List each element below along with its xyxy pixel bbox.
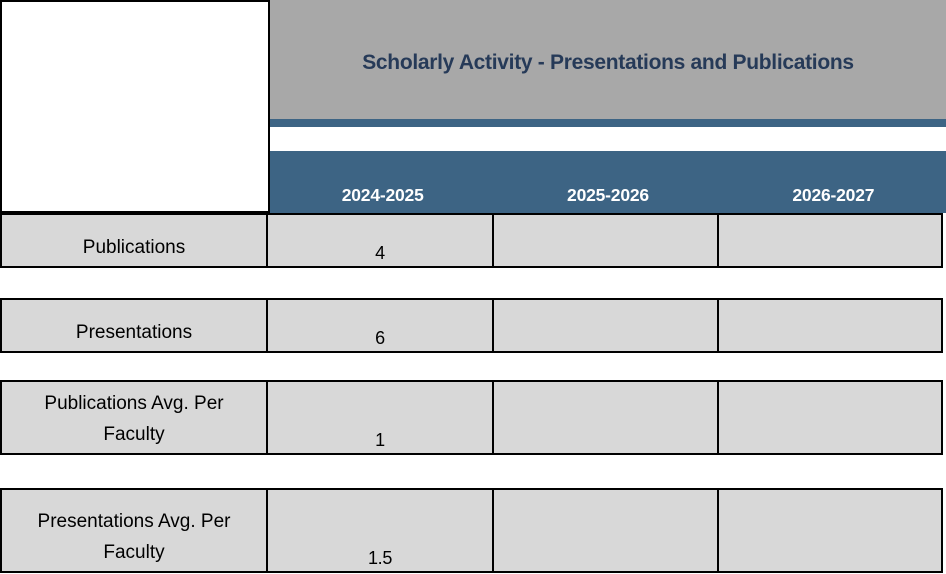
- table-title-band: Scholarly Activity - Presentations and P…: [270, 0, 946, 119]
- title-accent-stripe: [270, 119, 946, 127]
- cell-presentations-avg-2026-2027: [719, 490, 941, 571]
- year-header-2026-2027: 2026-2027: [792, 185, 875, 205]
- cell-presentations-2024-2025: 6: [268, 300, 494, 351]
- cell-presentations-2025-2026: [494, 300, 719, 351]
- row-label-presentations-avg-per-faculty: Presentations Avg. Per Faculty: [2, 490, 268, 571]
- cell-presentations-avg-2024-2025: 1.5: [268, 490, 494, 571]
- table-row-presentations: Presentations 6: [0, 298, 943, 353]
- cell-publications-avg-2026-2027: [719, 382, 941, 453]
- cell-presentations-2026-2027: [719, 300, 941, 351]
- cell-presentations-avg-2025-2026: [494, 490, 719, 571]
- cell-publications-avg-2024-2025: 1: [268, 382, 494, 453]
- table-row-publications-avg-per-faculty: Publications Avg. Per Faculty 1: [0, 380, 943, 455]
- row-label-publications-avg-per-faculty: Publications Avg. Per Faculty: [2, 382, 268, 453]
- empty-corner-cell: [0, 0, 270, 213]
- cell-publications-2024-2025: 4: [268, 215, 494, 266]
- table-row-presentations-avg-per-faculty: Presentations Avg. Per Faculty 1.5: [0, 488, 943, 573]
- year-header-row: 2024-2025 2025-2026 2026-2027: [270, 151, 946, 213]
- year-header-2024-2025: 2024-2025: [341, 185, 424, 205]
- cell-publications-avg-2025-2026: [494, 382, 719, 453]
- table-row-publications: Publications 4: [0, 213, 943, 268]
- year-header-2025-2026: 2025-2026: [567, 185, 649, 205]
- cell-publications-2026-2027: [719, 215, 941, 266]
- row-label-publications: Publications: [2, 215, 268, 266]
- cell-publications-2025-2026: [494, 215, 719, 266]
- row-label-presentations: Presentations: [2, 300, 268, 351]
- table-title: Scholarly Activity - Presentations and P…: [362, 50, 854, 74]
